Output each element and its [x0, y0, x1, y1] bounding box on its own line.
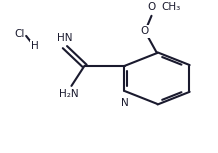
Text: CH₃: CH₃ [161, 2, 181, 12]
Text: O: O [147, 2, 156, 12]
Text: O: O [141, 26, 149, 36]
Text: H₂N: H₂N [60, 89, 79, 99]
Text: N: N [121, 98, 129, 108]
Text: Cl: Cl [14, 29, 25, 39]
Text: H: H [31, 41, 39, 51]
Text: HN: HN [57, 33, 73, 43]
